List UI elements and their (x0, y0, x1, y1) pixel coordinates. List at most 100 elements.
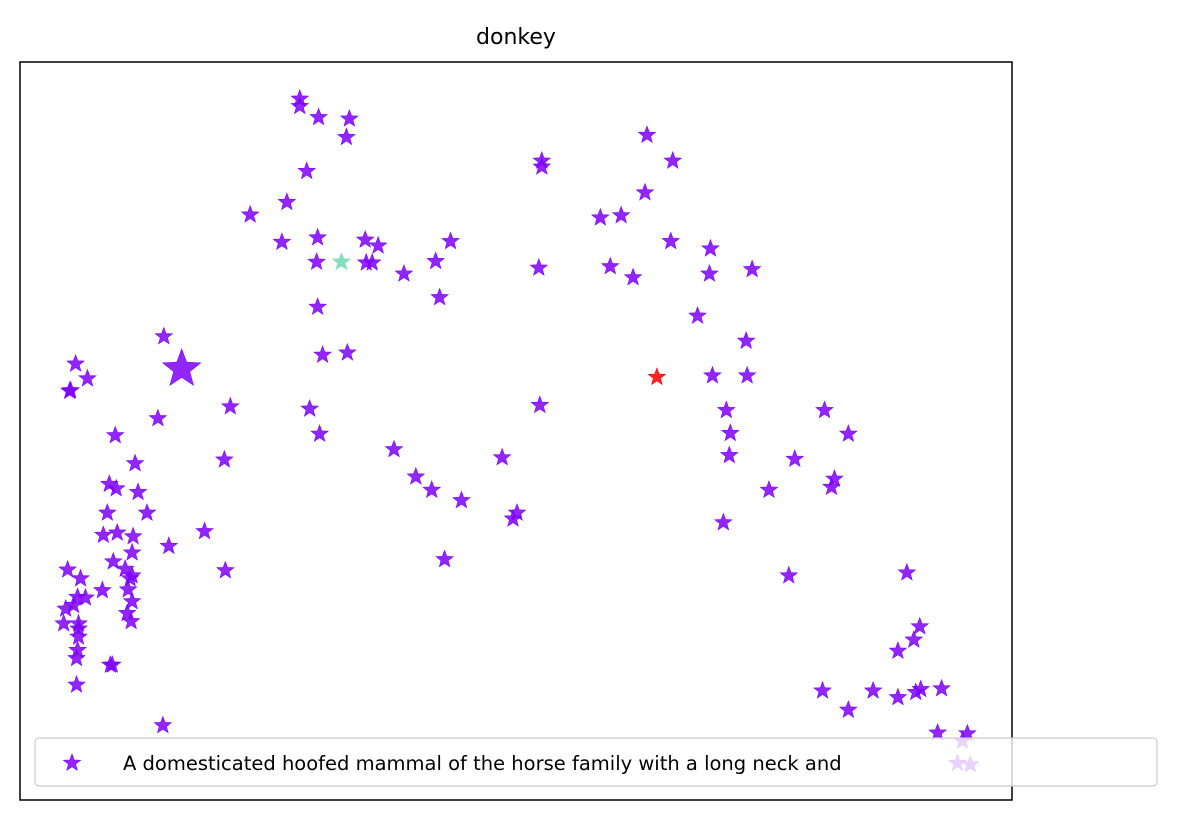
data-point-star (154, 326, 174, 345)
data-point-star (701, 238, 720, 257)
data-point-star (308, 227, 327, 246)
data-point-star (67, 675, 86, 693)
data-point-star (368, 235, 388, 254)
data-point-star (122, 542, 142, 561)
data-point-star (663, 151, 683, 169)
data-point-star (430, 287, 449, 306)
data-point-star (103, 551, 123, 570)
data-point-star (503, 508, 523, 527)
data-point-star (309, 107, 328, 126)
data-point-star (58, 559, 77, 578)
data-point-star (355, 230, 375, 248)
data-point-star (759, 480, 779, 499)
data-point-star (897, 562, 917, 581)
highlight-point-star (161, 348, 202, 386)
data-point-star (713, 512, 733, 531)
data-point-star (214, 449, 234, 468)
data-point-star (64, 595, 83, 614)
data-point-star (148, 408, 168, 427)
data-point-star (118, 579, 138, 598)
data-point-star (60, 381, 79, 400)
data-point-star (310, 424, 329, 442)
data-point-star (69, 627, 88, 645)
data-point-star (272, 232, 292, 251)
data-point-star (336, 127, 356, 146)
data-point-star (590, 207, 610, 226)
legend: A domesticated hoofed mammal of the hors… (34, 737, 1158, 787)
data-point-star (815, 400, 834, 419)
data-point-star (888, 641, 908, 659)
data-point-star (863, 680, 883, 699)
data-point-star (838, 424, 858, 442)
data-point-star (220, 396, 240, 415)
data-point-star (779, 565, 799, 584)
data-point-star (928, 722, 947, 741)
highlight-point-star (647, 367, 667, 386)
highlight-point-star (332, 252, 351, 270)
data-point-star (720, 423, 740, 442)
data-point-star (813, 680, 832, 699)
data-point-star (66, 353, 85, 372)
data-point-star (307, 252, 326, 270)
data-point-star (422, 480, 442, 499)
data-point-star (290, 96, 310, 115)
data-point-star (120, 568, 140, 587)
data-point-star (107, 522, 127, 541)
data-point-star (54, 613, 74, 632)
data-point-star (128, 482, 148, 501)
legend-label: A domesticated hoofed mammal of the hors… (123, 752, 842, 775)
data-point-star (337, 342, 357, 361)
data-point-star (736, 331, 756, 349)
data-point-star (125, 453, 145, 472)
data-point-star (700, 263, 719, 282)
data-point-star (362, 252, 382, 271)
data-point-star (159, 536, 179, 555)
data-point-star (435, 549, 454, 568)
data-point-star (339, 108, 359, 127)
data-point-star (637, 125, 657, 144)
data-point-star (121, 611, 141, 630)
data-point-star (100, 655, 120, 673)
data-point-star (384, 439, 404, 458)
data-point-star (137, 503, 157, 521)
data-point-star (957, 723, 977, 742)
data-point-star (92, 580, 112, 599)
data-point-star (99, 474, 119, 493)
data-point-star (122, 591, 142, 610)
data-point-star (911, 679, 931, 698)
data-point-star (105, 425, 125, 444)
data-point-star (71, 568, 90, 587)
data-point-star (441, 231, 460, 250)
chart-title: donkey (476, 25, 556, 50)
data-point-star (703, 365, 722, 384)
data-point-star (719, 445, 739, 464)
legend-box (34, 737, 1158, 787)
data-point-star (68, 587, 87, 606)
data-point-star (600, 256, 620, 275)
data-point-star (297, 161, 317, 180)
data-point-star (904, 629, 924, 648)
data-point-star (426, 251, 446, 270)
data-point-star (737, 365, 757, 384)
plot-area-frame (19, 61, 1013, 801)
data-point-star (492, 447, 512, 466)
data-point-star (825, 469, 844, 487)
data-point-star (529, 258, 549, 276)
data-point-star (406, 466, 426, 485)
data-point-star (661, 231, 681, 250)
data-point-star (888, 687, 908, 706)
data-point-star (277, 192, 297, 211)
data-point-star (153, 715, 173, 734)
data-point-star (785, 449, 805, 468)
data-point-star (611, 205, 631, 224)
data-point-star (215, 560, 235, 579)
data-point-star (932, 678, 951, 697)
data-point-star (56, 599, 76, 617)
data-point-star (300, 399, 320, 417)
data-point-star (822, 477, 841, 496)
data-point-star (838, 700, 858, 718)
data-point-star (623, 267, 643, 286)
points-layer (54, 89, 980, 773)
data-point-star (532, 156, 552, 175)
